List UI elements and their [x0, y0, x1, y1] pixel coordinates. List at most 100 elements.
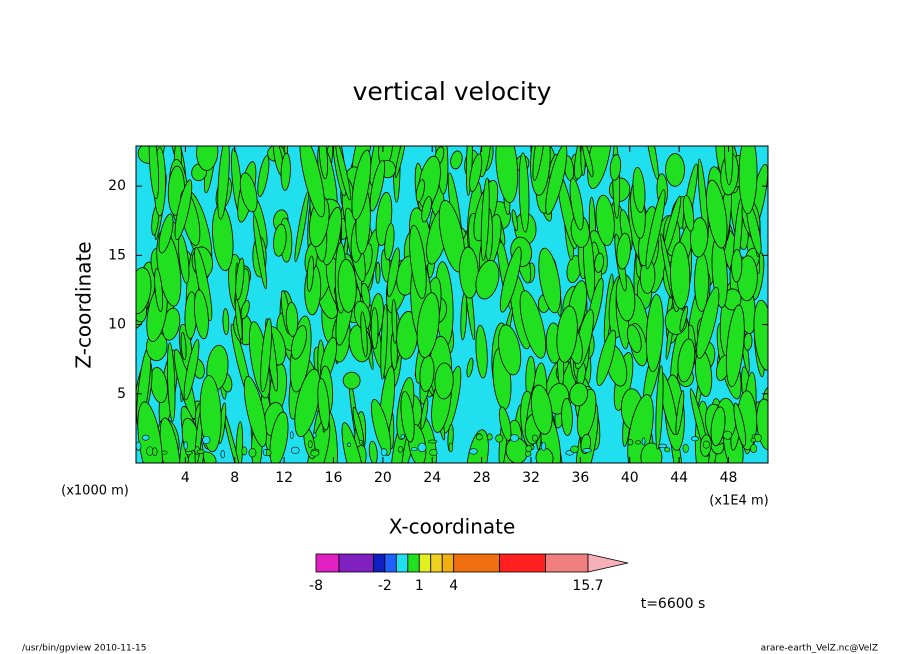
contour-fill	[240, 300, 250, 320]
x-tick-label: 12	[275, 470, 293, 486]
colorbar-segment	[418, 553, 432, 573]
colorbar-segment	[372, 553, 386, 573]
contour-fill	[371, 398, 392, 456]
colorbar-segment	[395, 553, 409, 573]
contour-fill	[416, 292, 440, 358]
contour-fill	[753, 299, 768, 371]
contour-fill	[682, 443, 689, 453]
contour-fill	[475, 259, 500, 300]
contour-fill	[257, 155, 270, 198]
y-tick-label: 10	[108, 317, 126, 333]
contour-fill	[581, 146, 594, 178]
contour-fill	[486, 433, 493, 441]
contour-fill	[415, 179, 425, 203]
x-tick-label: 32	[522, 470, 540, 486]
contour-fill	[421, 196, 432, 223]
contour-fill	[391, 299, 398, 344]
contour-fill	[696, 286, 720, 359]
contour-fill	[269, 411, 289, 463]
contour-fill	[582, 448, 592, 453]
contour-fill	[556, 305, 578, 363]
contour-fill	[154, 268, 164, 312]
contour-fill	[368, 440, 378, 463]
contour-fill	[525, 445, 532, 452]
contour-fill	[538, 247, 561, 314]
contour-fill	[725, 304, 745, 388]
contour-fill	[352, 406, 365, 447]
contour-fill	[627, 439, 634, 446]
contour-fill	[174, 179, 193, 241]
colorbar-extension	[587, 553, 629, 573]
x-tick-label: 16	[325, 470, 343, 486]
contour-fill	[141, 434, 150, 441]
contour-fill	[273, 223, 287, 257]
contour-fill	[541, 441, 547, 452]
contour-fill	[285, 302, 299, 337]
x-tick-label: 8	[230, 470, 239, 486]
plot-frame	[135, 145, 769, 464]
contour-fill	[664, 447, 671, 453]
contour-fill	[290, 446, 300, 454]
contour-fill	[222, 308, 230, 336]
contour-fill	[152, 447, 158, 456]
contour-fill	[148, 146, 160, 200]
contour-fill	[136, 441, 142, 451]
contour-fill	[369, 159, 385, 212]
contour-fill	[530, 384, 553, 435]
colorbar-tick-label: 1	[415, 578, 424, 594]
contour-fill	[635, 440, 642, 445]
y-tick-label: 5	[117, 386, 126, 402]
contour-fill	[510, 434, 519, 442]
contour-fill	[682, 194, 695, 232]
contour-fill	[294, 368, 321, 438]
contour-fill	[234, 298, 243, 341]
contour-fill	[710, 406, 726, 447]
contour-fill	[196, 449, 205, 454]
contour-fill	[235, 257, 245, 301]
contour-fill	[193, 289, 209, 340]
x-axis-label: X-coordinate	[389, 515, 516, 539]
contour-fill	[280, 152, 291, 191]
colorbar-segment	[315, 553, 340, 573]
contour-field	[136, 146, 768, 463]
contour-fill	[469, 153, 483, 193]
contour-fill	[317, 378, 330, 431]
contour-fill	[239, 172, 258, 213]
contour-fill	[307, 440, 313, 449]
contour-fill	[609, 154, 622, 181]
contour-fill	[706, 179, 728, 249]
contour-fill	[480, 177, 490, 262]
contour-fill	[342, 371, 361, 390]
contour-fill	[380, 303, 388, 380]
contour-fill	[596, 329, 617, 386]
contour-fill	[750, 444, 758, 453]
y-axis-label: Z-coordinate	[72, 241, 96, 368]
contour-fill	[194, 247, 213, 322]
contour-fill	[594, 252, 605, 273]
colorbar-segment	[384, 553, 397, 573]
contour-fill	[495, 146, 519, 203]
contour-fill	[495, 434, 504, 443]
contour-fill	[400, 434, 405, 440]
contour-fill	[691, 436, 699, 442]
contour-fill	[722, 430, 733, 440]
contour-fill	[183, 441, 188, 450]
x-tick-label: 24	[423, 470, 441, 486]
contour-fill	[450, 150, 463, 170]
colorbar-segment	[545, 553, 589, 573]
contour-fill	[690, 217, 709, 258]
contour-fill	[289, 431, 294, 440]
contour-fill	[183, 339, 200, 401]
contour-fill	[243, 375, 267, 447]
contour-fill	[750, 437, 756, 443]
colorbar-tick-label: 4	[449, 578, 458, 594]
contour-fill	[655, 365, 664, 450]
contour-fill	[645, 189, 666, 270]
contour-fill	[665, 153, 685, 187]
contour-fill	[375, 261, 381, 284]
contour-fill	[645, 294, 664, 372]
contour-fill	[263, 449, 268, 456]
contour-fill	[499, 246, 522, 313]
y-unit: (x1000 m)	[61, 484, 129, 499]
contour-fill	[738, 146, 758, 215]
